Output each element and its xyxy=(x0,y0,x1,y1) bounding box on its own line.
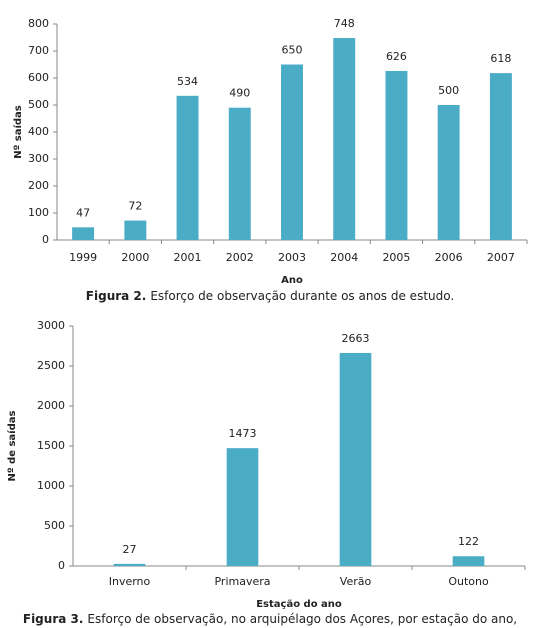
y-tick-label: 400 xyxy=(28,125,49,138)
value-label: 490 xyxy=(229,87,250,100)
x-tick-label: 1999 xyxy=(69,251,97,264)
bar xyxy=(226,448,259,566)
y-tick-label: 800 xyxy=(28,17,49,30)
y-tick-label: 100 xyxy=(28,206,49,219)
value-label: 748 xyxy=(334,17,355,30)
y-tick-label: 300 xyxy=(28,152,49,165)
bar xyxy=(281,64,303,240)
x-tick-label: 2003 xyxy=(278,251,306,264)
value-label: 626 xyxy=(386,50,407,63)
x-tick-label: 2007 xyxy=(487,251,515,264)
bar xyxy=(176,95,199,240)
bar xyxy=(228,107,251,240)
value-label: 122 xyxy=(458,535,479,548)
bar xyxy=(437,105,460,240)
x-tick-label: 2001 xyxy=(174,251,202,264)
y-tick-label: 1000 xyxy=(37,479,65,492)
caption-label: Figura 3. xyxy=(23,612,84,626)
x-tick-label: Inverno xyxy=(109,575,151,588)
y-tick-label: 700 xyxy=(28,44,49,57)
x-tick-label: 2005 xyxy=(382,251,410,264)
x-axis-title: Ano xyxy=(281,275,303,286)
bar xyxy=(113,563,146,566)
bar xyxy=(339,352,372,566)
x-tick-label: 2006 xyxy=(435,251,463,264)
caption-text: Esforço de observação durante os anos de… xyxy=(150,289,454,303)
bar xyxy=(452,556,485,566)
y-tick-label: 200 xyxy=(28,179,49,192)
x-axis-title: Estação do ano xyxy=(256,599,342,610)
y-axis-title: Nº de saídas xyxy=(6,411,18,482)
y-tick-label: 500 xyxy=(44,519,65,532)
value-label: 650 xyxy=(282,44,303,57)
value-label: 2663 xyxy=(342,332,370,345)
bar xyxy=(124,220,147,240)
x-tick-label: 2002 xyxy=(226,251,254,264)
y-tick-label: 2000 xyxy=(37,399,65,412)
caption: Figura 2. Esforço de observação durante o… xyxy=(86,289,454,303)
y-tick-label: 600 xyxy=(28,71,49,84)
caption-text: Esforço de observação, no arquipélago do… xyxy=(87,612,517,626)
caption-label: Figura 2. xyxy=(86,289,147,303)
bar xyxy=(333,38,356,240)
value-label: 47 xyxy=(76,206,90,219)
y-tick-label: 1500 xyxy=(37,439,65,452)
x-tick-label: Outono xyxy=(448,575,489,588)
caption: Figura 3. Esforço de observação, no arqui… xyxy=(23,612,517,626)
bar xyxy=(385,70,408,240)
value-label: 618 xyxy=(490,52,511,65)
value-label: 1473 xyxy=(229,427,257,440)
y-tick-label: 0 xyxy=(58,559,65,572)
bar xyxy=(72,227,95,240)
x-tick-label: 2000 xyxy=(121,251,149,264)
y-tick-label: 2500 xyxy=(37,359,65,372)
y-tick-label: 500 xyxy=(28,98,49,111)
bar xyxy=(489,73,512,240)
y-tick-label: 3000 xyxy=(37,319,65,332)
x-tick-label: Primavera xyxy=(214,575,270,588)
value-label: 27 xyxy=(123,543,137,556)
value-label: 72 xyxy=(128,200,142,213)
value-label: 500 xyxy=(438,84,459,97)
y-axis-title: Nº saídas xyxy=(12,105,24,159)
x-tick-label: 2004 xyxy=(330,251,358,264)
y-tick-label: 0 xyxy=(42,233,49,246)
value-label: 534 xyxy=(177,75,198,88)
x-tick-label: Verão xyxy=(340,575,372,588)
